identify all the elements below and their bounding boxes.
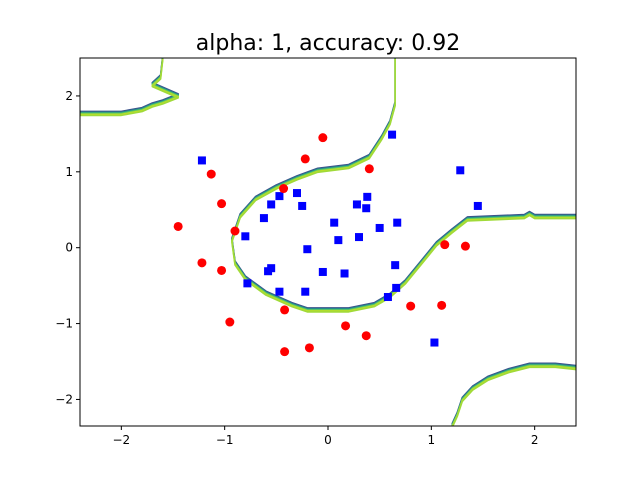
data-point-circle [300, 154, 310, 164]
boundary-contour-0-4 [80, 59, 179, 117]
data-point-circle [361, 331, 371, 341]
data-point-square [355, 233, 363, 242]
y-axis: −2 −1 0 1 2 [55, 89, 80, 406]
data-point-square [352, 200, 361, 209]
x-tick-label: −2 [112, 433, 130, 447]
data-point-circle [460, 241, 470, 251]
data-points-layer [173, 130, 482, 357]
data-point-square [301, 287, 310, 296]
y-tick-label: 1 [65, 165, 73, 179]
data-point-square [275, 192, 284, 201]
data-point-circle [437, 300, 447, 310]
y-tick-label: −1 [55, 317, 73, 331]
data-point-square [392, 283, 401, 292]
data-point-circle [280, 347, 290, 357]
data-point-square [363, 192, 372, 201]
x-axis: −2 −1 0 1 2 [112, 426, 538, 447]
y-tick-label: −2 [55, 392, 73, 406]
data-point-circle [280, 305, 290, 315]
data-point-square [298, 201, 307, 210]
boundary-contour-2-4 [452, 366, 576, 426]
data-point-square [264, 267, 273, 276]
data-point-circle [440, 240, 450, 250]
data-point-square [473, 201, 482, 210]
data-point-square [259, 214, 268, 223]
x-tick-label: 0 [324, 433, 332, 447]
x-tick-label: 1 [428, 433, 436, 447]
data-point-circle [230, 226, 240, 236]
data-point-square [303, 245, 312, 254]
data-point-circle [217, 199, 227, 209]
boundary-contour-1-4 [231, 60, 576, 313]
data-point-circle [279, 184, 289, 194]
data-point-square [197, 156, 206, 165]
data-point-square [243, 279, 252, 288]
data-point-square [267, 200, 276, 209]
data-point-square [275, 287, 284, 296]
y-tick-label: 2 [65, 89, 73, 103]
data-point-square [393, 218, 402, 227]
data-point-square [241, 232, 250, 241]
data-point-square [330, 218, 339, 227]
data-point-circle [406, 301, 416, 311]
data-point-square [340, 269, 349, 278]
data-point-circle [217, 265, 227, 275]
data-point-circle [173, 221, 183, 231]
data-point-square [334, 236, 343, 245]
y-tick-label: 0 [65, 241, 73, 255]
data-point-square [362, 204, 371, 213]
x-tick-label: 2 [531, 433, 539, 447]
data-point-square [293, 189, 301, 198]
data-point-square [375, 223, 384, 232]
data-point-circle [304, 343, 314, 353]
decision-boundary-layer [80, 58, 576, 426]
data-point-square [318, 267, 327, 276]
x-tick-label: −1 [216, 433, 234, 447]
data-point-circle [197, 258, 207, 268]
data-point-circle [341, 321, 351, 331]
data-point-square [456, 166, 465, 175]
data-point-circle [225, 317, 235, 327]
data-point-circle [318, 133, 328, 143]
data-point-circle [364, 164, 374, 174]
data-point-square [430, 338, 439, 347]
chart-title: alpha: 1, accuracy: 0.92 [196, 31, 460, 56]
data-point-circle [206, 169, 216, 179]
data-point-square [388, 130, 397, 139]
data-point-square [391, 261, 400, 270]
data-point-square [383, 293, 392, 302]
